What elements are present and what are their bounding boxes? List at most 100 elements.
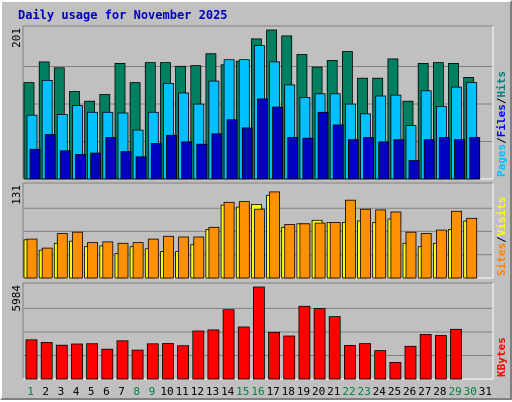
bar-hits-pages-22 [347, 139, 359, 180]
bar-hits-pages-18 [287, 137, 299, 180]
bar-hits-pages-26 [408, 160, 420, 180]
ymax-label-hits: 201 [10, 28, 23, 48]
bar-hits-pages-12 [196, 143, 208, 180]
legend-hits: Pages/Files/Hits [495, 71, 508, 177]
bar-kbytes-kbytes-17 [268, 331, 281, 380]
ymax-label-visits: 131 [10, 185, 23, 205]
legend-label-hits: Hits [495, 71, 508, 98]
bar-kbytes-kbytes-9 [146, 343, 159, 380]
x-tick-label-6: 6 [103, 385, 110, 398]
bar-kbytes-kbytes-12 [192, 330, 205, 380]
bar-kbytes-kbytes-2 [40, 341, 53, 380]
bar-hits-pages-25 [393, 139, 405, 180]
bar-visits-sites-3 [56, 233, 68, 279]
bar-visits-sites-9 [147, 238, 159, 279]
bar-kbytes-kbytes-8 [131, 349, 144, 380]
bar-hits-pages-16 [256, 98, 268, 180]
bar-visits-sites-20 [314, 222, 326, 279]
bar-visits-sites-26 [405, 231, 417, 279]
x-tick-label-13: 13 [206, 385, 219, 398]
bar-hits-pages-5 [90, 152, 101, 180]
bar-visits-sites-8 [132, 242, 144, 279]
bar-visits-sites-2 [41, 247, 53, 279]
x-tick-label-25: 25 [388, 385, 401, 398]
bar-hits-pages-10 [166, 134, 177, 180]
x-tick-label-24: 24 [373, 385, 387, 398]
bar-visits-sites-25 [390, 211, 402, 279]
bar-visits-sites-19 [299, 223, 311, 279]
bar-visits-sites-23 [360, 208, 371, 279]
bar-kbytes-kbytes-24 [374, 350, 387, 380]
x-tick-label-2: 2 [42, 385, 49, 398]
bar-kbytes-kbytes-11 [177, 345, 190, 380]
x-tick-label-7: 7 [118, 385, 125, 398]
bar-kbytes-kbytes-13 [207, 329, 220, 380]
bar-visits-sites-30 [466, 217, 478, 279]
x-tick-label-4: 4 [73, 385, 80, 398]
bar-visits-sites-14 [223, 201, 235, 279]
x-tick-label-21: 21 [327, 385, 340, 398]
x-tick-label-28: 28 [433, 385, 446, 398]
bar-visits-sites-17 [269, 191, 281, 279]
bar-hits-pages-20 [317, 111, 329, 180]
bar-kbytes-kbytes-21 [328, 316, 341, 380]
legend-label-sites: Sites [495, 243, 508, 276]
legend-label-visits: Visits [495, 197, 508, 237]
bar-kbytes-kbytes-1 [25, 339, 38, 380]
bar-visits-sites-10 [163, 235, 174, 279]
bar-hits-pages-28 [438, 137, 450, 180]
x-tick-label-5: 5 [88, 385, 95, 398]
chart-title: Daily usage for November 2025 [18, 8, 228, 22]
bar-hits-pages-7 [120, 151, 132, 180]
x-tick-label-20: 20 [312, 385, 325, 398]
legend-label-kbytes: KBytes [495, 337, 508, 377]
legend-label-pages: Pages [495, 144, 508, 177]
x-tick-label-23: 23 [357, 385, 370, 398]
bar-kbytes-kbytes-19 [298, 305, 311, 380]
legend-visits: Sites/Visits [495, 197, 508, 277]
x-tick-label-10: 10 [160, 385, 173, 398]
bar-visits-sites-7 [117, 242, 129, 279]
bar-kbytes-kbytes-27 [419, 333, 432, 380]
bar-kbytes-kbytes-20 [313, 308, 326, 380]
x-tick-label-15: 15 [236, 385, 249, 398]
bar-visits-sites-24 [375, 209, 387, 279]
legend-label-files: Files [495, 104, 508, 137]
x-tick-label-30: 30 [464, 385, 477, 398]
bar-kbytes-kbytes-14 [222, 309, 235, 380]
bar-hits-pages-2 [44, 134, 56, 180]
bar-visits-sites-5 [87, 242, 98, 279]
bar-visits-sites-21 [329, 221, 341, 279]
bar-kbytes-kbytes-18 [283, 335, 296, 380]
x-tick-label-8: 8 [133, 385, 140, 398]
bar-kbytes-kbytes-5 [86, 343, 98, 380]
bar-hits-pages-1 [29, 148, 41, 180]
bar-visits-sites-16 [253, 208, 265, 279]
bar-hits-pages-19 [302, 137, 314, 180]
bar-hits-pages-17 [272, 106, 284, 180]
bar-visits-sites-22 [344, 199, 356, 279]
bar-hits-pages-9 [150, 142, 162, 180]
bar-kbytes-kbytes-23 [359, 343, 371, 380]
bar-hits-pages-24 [378, 141, 390, 180]
x-tick-label-16: 16 [251, 385, 264, 398]
legend-kbytes: KBytes [495, 337, 508, 377]
bar-visits-sites-12 [193, 236, 205, 279]
bar-hits-pages-29 [454, 139, 465, 180]
ymax-label-kbytes: 5984 [10, 285, 23, 312]
legend-label-slash: / [495, 97, 508, 104]
bar-visits-sites-4 [72, 231, 83, 279]
x-tick-label-18: 18 [282, 385, 295, 398]
bar-kbytes-kbytes-6 [101, 348, 114, 380]
bar-visits-sites-15 [238, 201, 250, 279]
bar-hits-pages-27 [423, 139, 435, 180]
x-tick-label-31: 31 [479, 385, 492, 398]
bar-hits-pages-11 [181, 141, 193, 180]
x-tick-label-27: 27 [418, 385, 431, 398]
bar-hits-pages-3 [59, 150, 71, 180]
bar-hits-pages-23 [363, 137, 374, 180]
x-tick-label-22: 22 [342, 385, 355, 398]
bar-kbytes-kbytes-10 [162, 343, 174, 380]
